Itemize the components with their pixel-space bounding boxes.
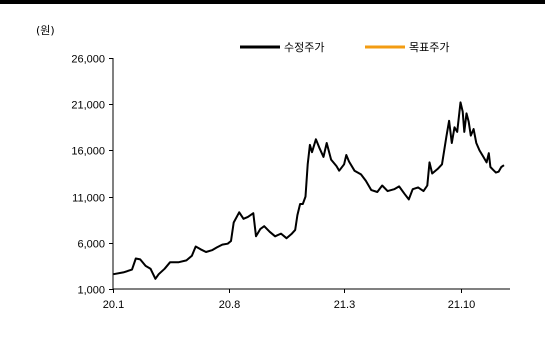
x-tick-label: 21.10 [448, 299, 476, 311]
y-tick-label: 6,000 [77, 239, 105, 251]
legend-label: 수정주가 [284, 41, 324, 54]
y-axis: 1,000 6,000 11,000 16,000 21,000 26,000 [71, 54, 114, 297]
y-axis-unit-label: (원) [36, 24, 55, 37]
legend-item: 수정주가 [240, 41, 324, 54]
y-tick-label: 11,000 [72, 193, 105, 205]
x-axis: 20.1 20.8 21.3 21.10 [103, 288, 510, 311]
legend-label: 목표주가 [409, 41, 449, 54]
y-tick-label: 26,000 [71, 54, 105, 66]
x-tick-label: 21.3 [334, 299, 355, 311]
x-tick-label: 20.1 [103, 299, 124, 311]
top-rule [0, 0, 545, 4]
series-layer [113, 101, 505, 280]
y-tick-label: 16,000 [71, 146, 105, 158]
legend: 수정주가 목표주가 [240, 41, 449, 54]
y-tick-label: 21,000 [71, 100, 105, 112]
x-tick-label: 20.8 [219, 299, 240, 311]
series-line [113, 101, 505, 280]
y-tick-label: 1,000 [77, 285, 105, 297]
legend-item: 목표주가 [365, 41, 449, 54]
